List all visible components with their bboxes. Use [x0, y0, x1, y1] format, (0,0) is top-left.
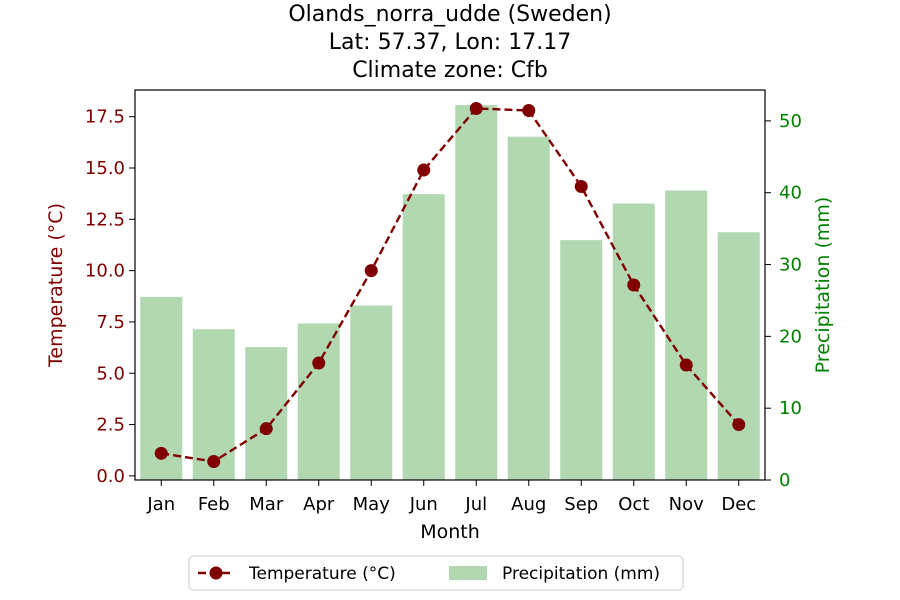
title-line-3: Climate zone: Cfb [352, 58, 548, 83]
temperature-line-path [161, 107, 740, 463]
y-right-tick-label: 10 [779, 398, 802, 419]
x-tick-label-oct: Oct [618, 494, 649, 515]
x-tick-label-nov: Nov [669, 494, 704, 515]
x-tick-label-mar: Mar [249, 494, 284, 515]
x-tick-label-aug: Aug [511, 494, 546, 515]
precipitation-bar-nov [665, 190, 708, 480]
precipitation-bar-feb [192, 329, 235, 480]
temperature-point-apr [312, 356, 326, 370]
title-line-2: Lat: 57.37, Lon: 17.17 [329, 30, 571, 55]
temperature-point-feb [207, 455, 221, 469]
temperature-line [154, 101, 746, 469]
y-left-tick-label: 2.5 [96, 415, 125, 436]
x-tick-label-may: May [353, 494, 391, 515]
precipitation-bar-oct [612, 203, 655, 481]
temperature-point-may [364, 264, 378, 278]
x-tick-label-jan: Jan [146, 494, 175, 515]
y-left-axis-label: Temperature (°C) [45, 203, 67, 368]
x-axis-label: Month [420, 521, 480, 543]
y-left-tick-label: 7.5 [96, 312, 125, 333]
x-axis: Jan Feb Mar Apr May Jun Jul Aug Sep Oct Nov Dec Mont… [146, 480, 756, 543]
legend-precipitation-label: Precipitation (mm) [502, 564, 660, 584]
y-right-tick-label: 50 [779, 111, 802, 132]
title-line-1: Olands_norra_udde (Sweden) [288, 2, 611, 27]
temperature-point-nov [679, 358, 693, 372]
y-right-tick-label: 30 [779, 255, 802, 276]
y-left-tick-label: 10.0 [85, 261, 125, 282]
temperature-point-sep [574, 179, 588, 193]
y-left-tick-label: 17.5 [85, 107, 125, 128]
temperature-point-aug [522, 104, 536, 118]
legend-temperature-marker [209, 566, 223, 580]
y-left-tick-label: 12.5 [85, 209, 125, 230]
legend-box [188, 555, 684, 591]
y-left-tick-label: 0.0 [96, 466, 125, 487]
x-tick-label-feb: Feb [198, 494, 230, 515]
y-axis-right: 0 10 20 30 40 50 Precipitation (mm) [765, 111, 834, 491]
legend: Temperature (°C) Precipitation (mm) [188, 555, 684, 591]
precipitation-bar-jul [455, 105, 498, 480]
precipitation-bar-apr [297, 323, 340, 480]
x-tick-label-dec: Dec [721, 494, 756, 515]
precipitation-bar-dec [717, 232, 760, 480]
x-tick-label-jun: Jun [409, 494, 438, 515]
y-left-tick-label: 15.0 [85, 158, 125, 179]
temperature-point-mar [259, 422, 273, 436]
y-right-tick-label: 40 [779, 183, 802, 204]
precipitation-bar-jun [402, 194, 445, 480]
precipitation-bar-sep [560, 240, 603, 480]
y-right-tick-label: 20 [779, 326, 802, 347]
x-tick-label-sep: Sep [564, 494, 598, 515]
legend-temperature-label: Temperature (°C) [248, 564, 396, 584]
y-right-tick-label: 0 [779, 470, 790, 491]
x-tick-label-jul: Jul [464, 494, 487, 515]
precipitation-bars [140, 105, 760, 481]
y-left-tick-label: 5.0 [96, 363, 125, 384]
y-right-axis-label: Precipitation (mm) [812, 197, 834, 374]
temperature-point-jul [469, 101, 483, 115]
precipitation-bar-mar [245, 347, 288, 480]
temperature-point-jun [417, 163, 431, 177]
temperature-point-oct [627, 278, 641, 292]
legend-precipitation-swatch [449, 566, 487, 580]
precipitation-bar-aug [507, 136, 550, 480]
plot-frame [134, 89, 766, 481]
y-axis-left: 0.0 2.5 5.0 7.5 10.0 12.5 15.0 17.5 Temperature … [45, 107, 135, 487]
temperature-point-jan [154, 446, 168, 460]
temperature-point-dec [732, 418, 746, 432]
x-tick-label-apr: Apr [303, 494, 335, 515]
precipitation-bar-may [350, 305, 393, 480]
chart-title: Olands_norra_udde (Sweden) Lat: 57.37, Lo… [288, 2, 611, 83]
